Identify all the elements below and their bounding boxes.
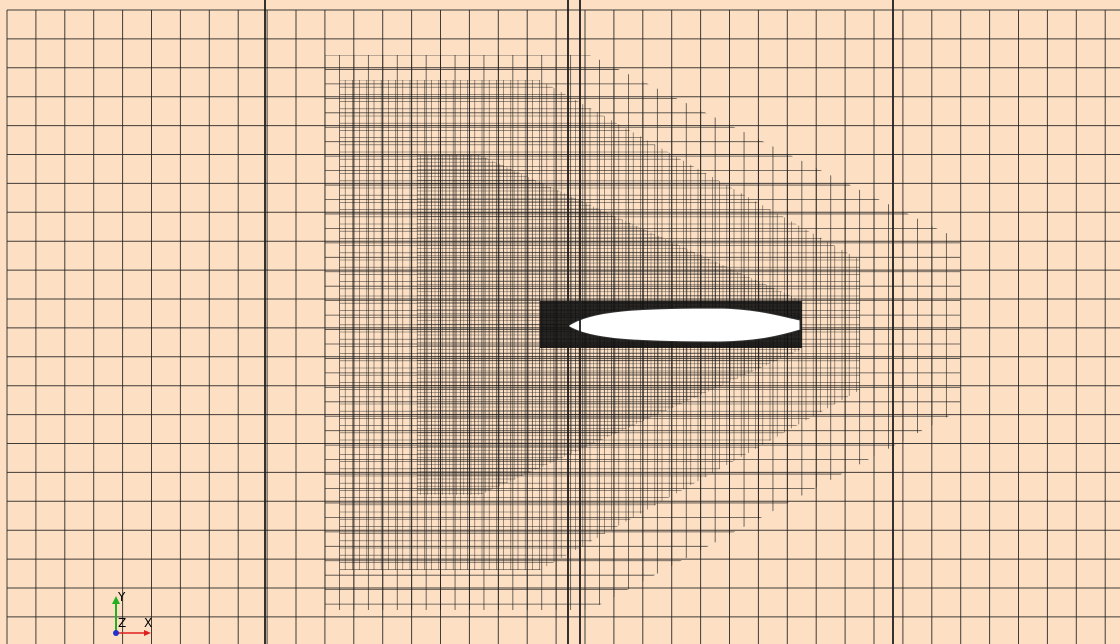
y-axis-arrowhead xyxy=(112,596,120,604)
x-axis-label: X xyxy=(144,616,153,630)
x-axis-arrowhead xyxy=(144,630,151,636)
y-axis-label: Y xyxy=(118,590,126,604)
hull-refinement-region xyxy=(540,301,802,348)
axes-orientation-triad: Y Z X xyxy=(104,590,160,640)
z-axis-label: Z xyxy=(118,616,127,630)
z-axis-dot xyxy=(113,630,119,636)
block-boundary-lines xyxy=(264,0,894,644)
axes-triad-svg xyxy=(112,596,151,636)
hull-shape xyxy=(567,307,801,343)
